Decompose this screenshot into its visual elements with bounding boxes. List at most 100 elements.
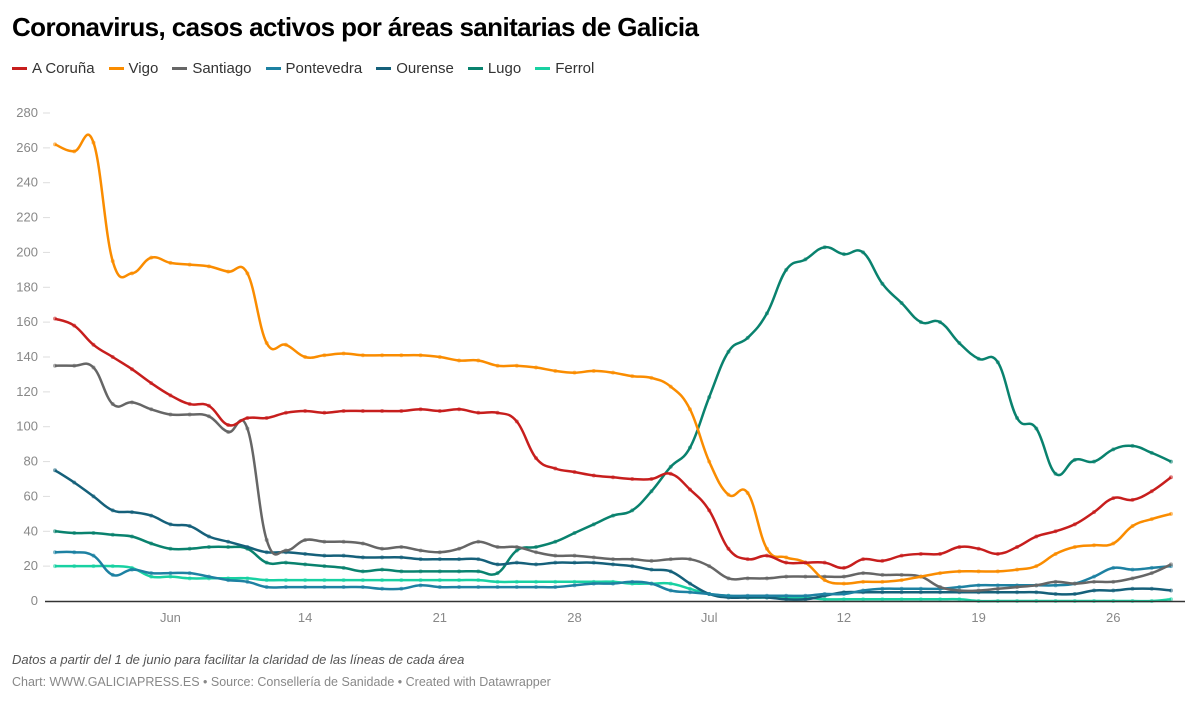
data-point (110, 564, 115, 569)
data-point (649, 375, 654, 380)
data-point (591, 473, 596, 478)
data-point (53, 550, 57, 555)
data-point (668, 588, 673, 593)
data-point (1169, 597, 1173, 602)
data-point (360, 353, 365, 358)
data-point (476, 585, 481, 590)
data-point (514, 548, 519, 553)
legend-item: A Coruña (12, 60, 95, 77)
x-tick-label: 14 (298, 610, 312, 625)
data-point (1130, 586, 1135, 591)
data-point (72, 323, 77, 328)
series-vigo (53, 133, 1173, 586)
data-point (264, 416, 269, 420)
data-point (341, 553, 346, 558)
y-tick-label: 280 (16, 105, 38, 120)
data-point (572, 553, 577, 558)
data-point (1149, 517, 1154, 522)
data-point (226, 544, 231, 549)
data-point (803, 560, 808, 565)
data-point (764, 311, 769, 316)
legend-label: Pontevedra (285, 60, 363, 77)
legend-item: Lugo (467, 60, 521, 77)
data-point (726, 576, 731, 581)
data-point (1092, 579, 1097, 584)
data-point (1053, 551, 1058, 556)
data-point (1149, 571, 1154, 576)
data-point (534, 562, 539, 567)
data-point (1169, 459, 1173, 464)
legend-item: Ferrol (535, 60, 594, 77)
data-point (745, 557, 750, 562)
data-point (880, 572, 885, 577)
data-point (726, 546, 731, 551)
data-point (226, 539, 231, 544)
data-point (1149, 565, 1154, 570)
legend-swatch (376, 67, 392, 70)
data-point (880, 597, 885, 602)
data-point (534, 550, 539, 555)
data-point (206, 264, 211, 269)
data-point (245, 579, 250, 584)
data-point (803, 597, 808, 602)
data-point (53, 529, 57, 534)
data-point (91, 365, 96, 370)
data-point (110, 402, 115, 407)
data-point (630, 374, 635, 379)
data-point (534, 544, 539, 549)
series-lugo (53, 245, 1173, 576)
data-point (553, 579, 558, 584)
legend-label: Ourense (396, 60, 454, 77)
data-point (668, 471, 673, 476)
data-point (380, 578, 385, 583)
data-point (1072, 522, 1077, 527)
data-point (457, 585, 462, 590)
data-point (418, 557, 423, 562)
data-point (187, 524, 192, 529)
data-point (649, 567, 654, 572)
data-point (360, 409, 365, 414)
y-tick-label: 100 (16, 419, 38, 434)
data-point (457, 569, 462, 574)
data-point (72, 550, 77, 555)
data-point (687, 407, 692, 412)
data-point (572, 579, 577, 584)
y-tick-label: 260 (16, 140, 38, 155)
data-point (341, 565, 346, 570)
data-point (1072, 592, 1077, 597)
data-point (495, 571, 500, 576)
data-point (649, 477, 654, 481)
data-point (168, 571, 173, 576)
data-point (1111, 579, 1116, 584)
data-point (53, 316, 57, 321)
data-point (918, 590, 923, 595)
data-point (1092, 510, 1097, 515)
data-point (1092, 543, 1097, 548)
data-point (784, 574, 789, 579)
data-point (1015, 590, 1020, 595)
data-point (822, 592, 827, 597)
y-tick-label: 0 (31, 593, 38, 608)
data-point (899, 553, 904, 558)
legend-item: Santiago (172, 60, 252, 77)
data-point (668, 581, 673, 586)
chart-title: Coronavirus, casos activos por áreas san… (12, 12, 699, 42)
data-point (91, 553, 96, 558)
legend-swatch (265, 67, 281, 70)
data-point (418, 407, 423, 412)
data-point (534, 365, 539, 370)
data-point (957, 569, 962, 574)
data-point (880, 590, 885, 595)
data-point (591, 581, 596, 586)
data-point (110, 572, 115, 577)
data-point (630, 508, 635, 513)
data-point (322, 353, 327, 358)
data-point (1111, 565, 1116, 570)
data-point (745, 490, 750, 495)
data-point (399, 544, 404, 549)
data-point (303, 562, 308, 567)
data-point (457, 546, 462, 551)
y-tick-label: 240 (16, 175, 38, 190)
data-point (283, 410, 288, 415)
data-point (476, 569, 481, 574)
